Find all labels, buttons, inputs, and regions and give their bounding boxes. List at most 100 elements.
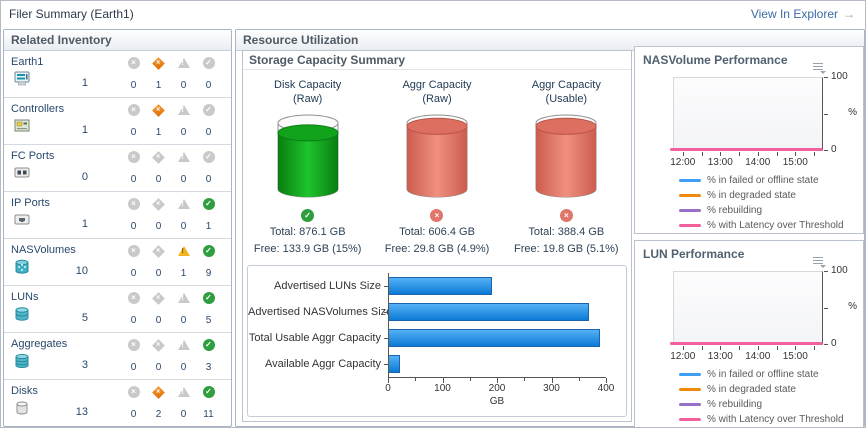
storage-capacity-header: Storage Capacity Summary (243, 51, 631, 70)
inventory-row-luns[interactable]: LUNs 5 × 0 × 0 ! 0 ✓ 5 (4, 286, 231, 333)
y-tick-0: 0 (831, 144, 837, 155)
view-in-explorer-link[interactable]: View In Explorer → (750, 7, 855, 21)
inventory-row-disks[interactable]: Disks 13 × 0 × 2 ! 0 ✓ 11 (4, 380, 231, 426)
related-inventory-panel: Related Inventory Earth1 1 × 0 × 1 ! 0 ✓ 0 C… (3, 29, 232, 427)
controller-icon (13, 118, 31, 139)
gauge-free: Free: 133.9 GB (15%) (253, 243, 362, 255)
filer-server-icon (13, 71, 31, 92)
y-tick-100: 100 (831, 71, 848, 82)
gauge-sublabel: (Usable) (545, 93, 588, 105)
bar-x-axis (388, 377, 607, 383)
row-name: Controllers (11, 103, 65, 115)
down-x-icon: × (127, 198, 140, 210)
gauge-sublabel: (Raw) (422, 93, 452, 105)
inventory-row-aggregates[interactable]: Aggregates 3 × 0 × 0 ! 0 ✓ 3 (4, 333, 231, 380)
disk-icon (13, 400, 31, 421)
gauge-status-icon: × (559, 209, 573, 222)
row-count: 13 (75, 406, 88, 418)
gauge-aggr-capacity-usable: Aggr Capacity (Usable) × Total: 388.4 GB… (502, 78, 631, 258)
status-critical: × 1 (146, 56, 171, 91)
warning-triangle-icon: ! (177, 105, 190, 115)
inventory-row-fc-ports[interactable]: FC Ports 0 × 0 × 0 ! 0 ✓ 0 (4, 145, 231, 192)
capacity-gauges: Disk Capacity (Raw) ✓ Total: 876.1 GB Fr… (243, 70, 631, 258)
latency-threshold-line (670, 342, 823, 345)
status-critical: × 0 (146, 197, 171, 232)
gauge-free: Free: 29.8 GB (4.9%) (384, 243, 490, 255)
row-name: IP Ports (11, 197, 50, 209)
x-ticks (673, 346, 823, 351)
bar-track (384, 325, 606, 351)
inventory-row-ip-ports[interactable]: IP Ports 1 × 0 × 0 ! 0 ✓ 1 (4, 192, 231, 239)
up-check-icon: ✓ (202, 386, 215, 398)
status-up: ✓ 11 (202, 386, 215, 420)
row-count: 10 (75, 265, 88, 277)
warning-triangle-icon: ! (177, 246, 190, 256)
warning-triangle-icon: ! (177, 199, 190, 209)
fc-port-icon (13, 165, 31, 186)
gauge-label: Aggr Capacity (402, 79, 472, 91)
status-down: × 0 (121, 339, 146, 373)
chart-menu-icon[interactable] (813, 63, 826, 74)
up-check-icon: ✓ (202, 292, 215, 304)
warning-triangle-icon: ! (177, 152, 190, 162)
gauge-aggr-capacity-raw: Aggr Capacity (Raw) × Total: 606.4 GB Fr… (372, 78, 501, 258)
status-warning: ! 0 (171, 57, 196, 91)
nasvolume-performance-panel: NASVolume Performance 100 0 % 12:00 13:0… (634, 46, 864, 234)
bar-row: Advertised LUNs Size (248, 273, 626, 299)
warning-triangle-icon: ! (177, 293, 190, 303)
legend-swatch-failed (679, 179, 701, 182)
inventory-row-earth1[interactable]: Earth1 1 × 0 × 1 ! 0 ✓ 0 (4, 51, 231, 98)
row-status-grid: × 0 × 0 ! 0 ✓ 5 (121, 291, 221, 326)
critical-diamond-icon: × (152, 291, 165, 305)
row-status-grid: × 0 × 0 ! 0 ✓ 0 (121, 150, 221, 185)
ip-port-icon (13, 212, 31, 233)
gauge-status-icon: × (430, 209, 444, 222)
legend-swatch-latency (679, 418, 701, 421)
x-ticks (673, 152, 823, 157)
status-up: ✓ 0 (196, 151, 221, 185)
legend-item: % with Latency over Threshold (679, 218, 844, 233)
aggregate-icon (13, 353, 31, 374)
gauge-sublabel: (Raw) (292, 93, 323, 105)
y-axis-label: % (848, 107, 857, 118)
status-critical: × 0 (146, 150, 171, 185)
row-name: LUNs (11, 291, 39, 303)
legend-item: % rebuilding (679, 397, 844, 412)
bar-row: Advertised NASVolumes Size (248, 299, 626, 325)
row-name: Disks (11, 385, 38, 397)
bar-row: Available Aggr Capacity (248, 351, 626, 377)
down-x-icon: × (127, 339, 140, 351)
gauge-total: Total: 606.4 GB (399, 226, 475, 238)
critical-diamond-icon: × (152, 103, 165, 117)
row-count: 1 (81, 218, 88, 230)
status-critical: × 0 (146, 244, 171, 279)
gauge-total: Total: 388.4 GB (528, 226, 605, 238)
y-axis-label: % (848, 301, 857, 312)
up-check-icon: ✓ (202, 339, 215, 351)
chart-menu-icon[interactable] (813, 257, 826, 268)
bar-x-tick-labels: 0 100 200 300 400 (385, 383, 615, 394)
row-count: 1 (81, 124, 88, 136)
status-critical: × 0 (146, 338, 171, 373)
resource-utilization-panel: Resource Utilization Storage Capacity Su… (235, 29, 865, 427)
bar-x-axis-title: GB (489, 396, 505, 407)
status-critical: × 0 (146, 291, 171, 326)
gauge-status-icon: ✓ (301, 209, 315, 222)
critical-diamond-icon: × (152, 338, 165, 352)
gauge-free: Free: 19.8 GB (5.1%) (514, 243, 619, 255)
legend-item: % with Latency over Threshold (679, 412, 844, 427)
latency-threshold-line (670, 148, 823, 151)
inventory-row-controllers[interactable]: Controllers 1 × 0 × 1 ! 0 ✓ 0 (4, 98, 231, 145)
status-warning: ! 0 (171, 198, 196, 232)
row-name: FC Ports (11, 150, 55, 162)
inventory-row-nasvolumes[interactable]: NASVolumes 10 × 0 × 0 ! 1 ✓ 9 (4, 239, 231, 286)
bar-advertised-nasvolumes (389, 303, 589, 321)
status-warning: ! 0 (171, 339, 196, 373)
performance-plot (670, 77, 828, 151)
capacity-bar-chart: Advertised LUNs Size Advertised NASVolum… (247, 265, 627, 417)
down-x-icon: × (127, 386, 140, 398)
bar-advertised-luns (389, 277, 493, 295)
legend-item: % in failed or offline state (679, 367, 844, 382)
row-count: 1 (81, 77, 88, 89)
